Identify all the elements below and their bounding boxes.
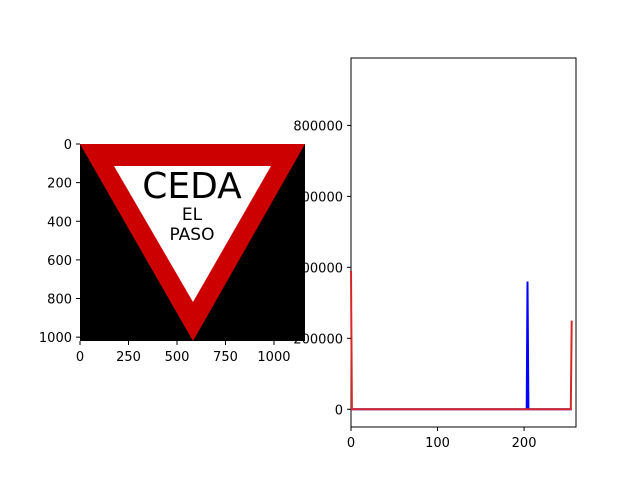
image-x-tick-label: 250 bbox=[116, 350, 141, 365]
histogram-y-tick-label: 200000 bbox=[293, 332, 343, 347]
image-x-tick-label: 0 bbox=[76, 350, 84, 365]
histogram-x-tick-label: 200 bbox=[512, 436, 537, 451]
image-axes: CEDA EL PASO 0 250 500 750 1000 0 200 400 600 80… bbox=[39, 138, 305, 365]
yield-sign: CEDA EL PASO bbox=[80, 144, 305, 341]
histogram-x-ticks: 0 100 200 bbox=[347, 427, 537, 451]
histogram-y-tick-label: 400000 bbox=[293, 261, 343, 276]
sign-text-el: EL bbox=[182, 205, 203, 225]
sign-text-ceda: CEDA bbox=[142, 166, 242, 207]
histogram-y-tick-label: 600000 bbox=[293, 190, 343, 205]
plot-area bbox=[350, 57, 577, 428]
image-x-ticks: 0 250 500 750 1000 bbox=[76, 341, 291, 365]
image-y-tick-label: 800 bbox=[47, 293, 72, 308]
image-x-tick-label: 1000 bbox=[257, 350, 290, 365]
image-y-tick-label: 400 bbox=[47, 215, 72, 230]
image-y-tick-label: 600 bbox=[47, 254, 72, 269]
image-y-tick-label: 200 bbox=[47, 177, 72, 192]
histogram-x-tick-label: 100 bbox=[425, 436, 450, 451]
histogram-y-tick-label: 0 bbox=[335, 403, 343, 418]
sign-white-field bbox=[114, 166, 271, 302]
sign-text-paso: PASO bbox=[170, 225, 215, 245]
image-y-ticks: 0 200 400 600 800 1000 bbox=[39, 138, 80, 346]
image-y-tick-label: 0 bbox=[64, 138, 72, 153]
image-x-tick-label: 750 bbox=[213, 350, 238, 365]
histogram-x-tick-label: 0 bbox=[347, 436, 355, 451]
histogram-y-ticks: 0 200000 400000 600000 800000 bbox=[293, 119, 351, 418]
image-y-tick-label: 1000 bbox=[39, 331, 72, 346]
histogram-series bbox=[350, 270, 573, 411]
image-x-tick-label: 500 bbox=[165, 350, 190, 365]
histogram-y-tick-label: 800000 bbox=[293, 119, 343, 134]
histogram-axes: 0 100 200 0 200000 400000 600000 800000 bbox=[293, 57, 577, 451]
histogram-line-2 bbox=[350, 270, 573, 411]
